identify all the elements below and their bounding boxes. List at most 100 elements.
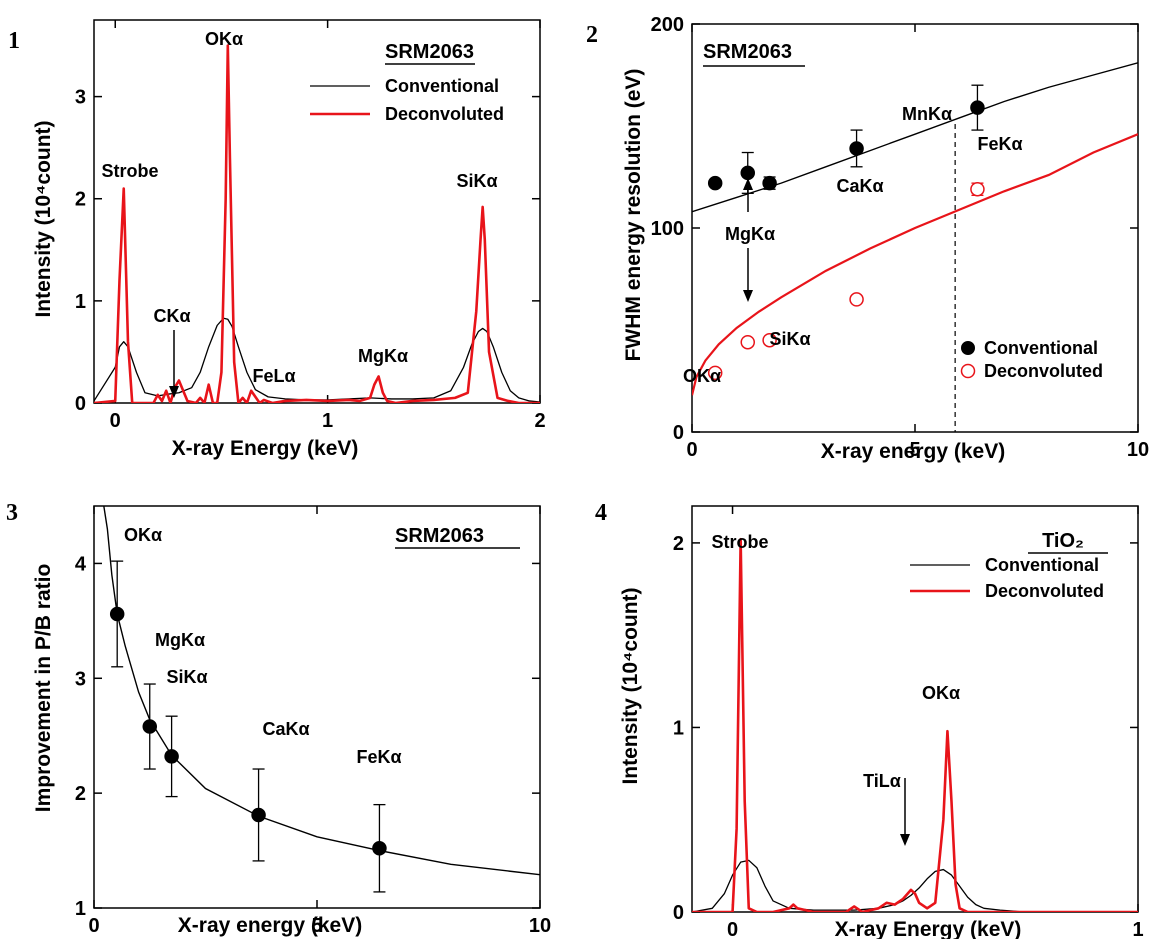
- panel-3-annotation-mgka: MgKα: [155, 630, 205, 650]
- panel-2-legend: Conventional Deconvoluted: [960, 338, 1103, 381]
- panel-2-annotation-caka: CaKα: [836, 176, 883, 196]
- panel-3-annotation-sika: SiKα: [166, 667, 207, 687]
- panel-3-point-series-3: [251, 807, 266, 823]
- panel-1-annotation-fela: FeLα: [252, 366, 295, 386]
- panel-3-sample-title: SRM2063: [395, 525, 484, 547]
- panel-4-legend-label-conventional: Conventional: [985, 555, 1099, 575]
- panel-2-annotation-sika: SiKα: [769, 329, 810, 349]
- panel-2-mnka-label: MnKα: [902, 104, 952, 124]
- panel-3-xlabel: X-ray energy (keV): [178, 914, 362, 937]
- panel-2-point-deconvoluted-4: [970, 181, 985, 197]
- panel-2-fit-line-conventional: [692, 62, 1138, 213]
- panel-4-ytick-label-0: 0: [673, 902, 684, 924]
- panel-1-annotation-oka: OKα: [205, 29, 243, 49]
- panel-3-annotation-feka: FeKα: [356, 747, 401, 767]
- panel-1-annotation-strobe: Strobe: [101, 161, 158, 181]
- panel-4-ytick-label-2: 2: [673, 533, 684, 555]
- panel-4-xtick-label-1: 1: [1132, 919, 1143, 939]
- panel-1-ylabel: Intensity (10⁴count): [32, 120, 55, 317]
- panel-2-point-conventional-2: [762, 175, 777, 191]
- panel-1-series-line-deconvoluted: [94, 44, 540, 403]
- panel-1-legend-label-conventional: Conventional: [385, 76, 499, 96]
- panel-1-legend: Conventional Deconvoluted: [310, 76, 504, 124]
- panel-2-ylabel: FWHM energy resolution (eV): [622, 69, 645, 362]
- panel-2-fit-line-deconvoluted: [692, 133, 1138, 396]
- panel-3-xtick-label-0: 0: [88, 915, 99, 937]
- panel-2-legend-marker-conventional: [961, 341, 975, 355]
- panel-4-sample-title: TiO₂: [1042, 530, 1084, 552]
- panel-1-ytick-label-2: 2: [75, 189, 86, 211]
- panel-2-arrow-mgka-up: [743, 178, 753, 212]
- panel-2-annotation-feka: FeKα: [977, 134, 1022, 154]
- panel-3: 3 SRM2063 X-ray energy (keV) Improvement in…: [6, 500, 551, 937]
- panel-4-series-line-deconvoluted: [692, 537, 1138, 912]
- panel-2: 2 SRM2063 X-ray energy (keV) FWHM energy re…: [586, 14, 1149, 463]
- panel-1-xtick-label-2: 2: [534, 410, 545, 432]
- panel-3-point-series-0: [109, 606, 125, 622]
- panel-4-series-line-conventional: [692, 859, 1138, 912]
- panel-2-arrow-mgka-down: [743, 248, 753, 302]
- panel-1-label: 1: [8, 28, 20, 54]
- panel-4-xtick-label-0: 0: [727, 919, 738, 939]
- panel-1-xtick-label-0: 0: [110, 410, 121, 432]
- panel-2-ytick-label-2: 200: [651, 14, 684, 36]
- panel-2-xtick-label-1: 5: [909, 439, 920, 461]
- panel-2-annotation-oka: OKα: [683, 366, 721, 386]
- panel-2-annotation-mgka: MgKα: [725, 224, 775, 244]
- panel-1-series-line-conventional: [94, 317, 540, 403]
- panel-1-xtick-label-1: 1: [322, 410, 333, 432]
- panel-1-annotation-mgka: MgKα: [358, 346, 408, 366]
- panel-3-annotation-oka: OKα: [124, 525, 162, 545]
- panel-1-xlabel: X-ray Energy (keV): [172, 437, 359, 460]
- panel-2-point-conventional-4: [970, 100, 985, 115]
- panel-2-point-deconvoluted-1: [740, 334, 755, 350]
- panel-4-legend-label-deconvoluted: Deconvoluted: [985, 581, 1104, 601]
- panel-2-point-conventional-1: [740, 165, 755, 181]
- panel-2-ytick-label-0: 0: [673, 422, 684, 444]
- panel-3-xtick-label-2: 10: [529, 915, 551, 937]
- panel-4-legend: Conventional Deconvoluted: [910, 555, 1104, 601]
- panel-2-legend-label-deconvoluted: Deconvoluted: [984, 361, 1103, 381]
- panel-3-ylabel: Improvement in P/B ratio: [32, 564, 55, 813]
- panel-2-ytick-label-1: 100: [651, 218, 684, 240]
- panel-2-xtick-label-0: 0: [686, 439, 697, 461]
- panel-3-ytick-label-2: 3: [75, 668, 86, 690]
- panel-4-ylabel: Intensity (10⁴count): [619, 587, 642, 784]
- panel-4-axes-frame: [691, 505, 1139, 913]
- panel-4: 4 TiO₂ X-ray Energy (keV) Intensity (10⁴cou…: [595, 500, 1144, 941]
- panel-4-annotation-oka: OKα: [922, 683, 960, 703]
- panel-1-arrow-cka: [169, 330, 179, 398]
- panel-1-sample-title: SRM2063: [385, 41, 474, 63]
- panel-3-point-series-4: [372, 841, 387, 856]
- panel-3-ytick-label-1: 2: [75, 783, 86, 805]
- panel-3-point-series-2: [164, 749, 179, 764]
- panel-4-label: 4: [595, 500, 607, 526]
- panel-3-annotation-caka: CaKα: [262, 719, 309, 739]
- panel-4-annotation-strobe: Strobe: [711, 532, 768, 552]
- panel-3-point-series-1: [142, 719, 157, 734]
- panel-3-fit-line-fit: [103, 506, 540, 876]
- panel-4-xlabel: X-ray Energy (keV): [835, 918, 1022, 939]
- panel-3-xtick-label-1: 5: [311, 915, 322, 937]
- panel-1-axes-frame: [93, 19, 541, 404]
- panel-4-arrow-tila: [900, 778, 910, 846]
- panel-1-ytick-label-1: 1: [75, 291, 86, 313]
- panel-3-axes-frame: [93, 505, 541, 909]
- panel-2-xtick-label-2: 10: [1127, 439, 1149, 461]
- panel-1-legend-label-deconvoluted: Deconvoluted: [385, 104, 504, 124]
- panel-2-point-deconvoluted-2: [762, 332, 777, 348]
- panel-4-ytick-label-1: 1: [673, 717, 684, 739]
- panel-3-label: 3: [6, 500, 18, 526]
- panel-3-ytick-label-0: 1: [75, 898, 86, 920]
- panel-1-ytick-label-0: 0: [75, 393, 86, 415]
- panel-1: 1 SRM2063 X-ray Energy (keV) Intensity (10⁴…: [8, 19, 546, 460]
- panel-2-legend-marker-deconvoluted: [960, 363, 976, 379]
- panel-1-annotation-cka: CKα: [153, 306, 190, 326]
- panel-2-label: 2: [586, 22, 598, 48]
- panel-2-point-conventional-0: [707, 175, 723, 191]
- panel-2-xlabel: X-ray energy (keV): [821, 440, 1005, 463]
- panel-1-annotation-sika: SiKα: [456, 171, 497, 191]
- panel-2-point-conventional-3: [849, 141, 864, 156]
